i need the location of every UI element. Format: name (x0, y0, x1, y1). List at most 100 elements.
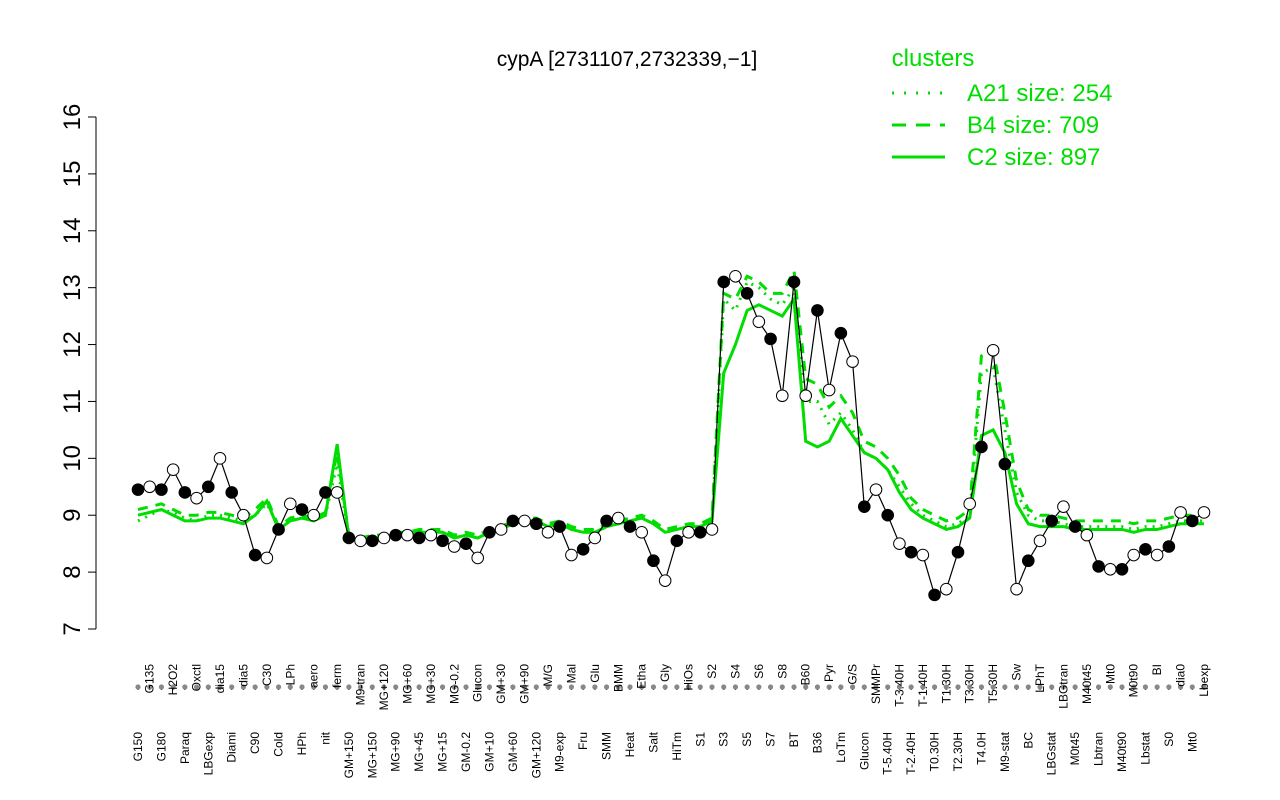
x-tick-label: Diami (225, 732, 239, 763)
x-rug-point (885, 684, 891, 690)
series-line-dotted (137, 279, 1204, 543)
x-tick-label: S1 (693, 732, 707, 747)
x-tick-label: LBGstat (1045, 731, 1059, 775)
data-point (389, 528, 403, 542)
x-rug-point (381, 684, 387, 690)
data-point (623, 520, 637, 533)
x-tick-label: GM+60 (506, 732, 520, 772)
x-rug-point (990, 684, 996, 690)
x-tick-label: GM+150 (342, 732, 356, 779)
x-tick-label: C30 (260, 664, 274, 686)
data-point (260, 551, 274, 565)
x-rug-point (1177, 684, 1184, 690)
x-tick-label: Pyr (822, 664, 836, 682)
x-tick-label: Etha (635, 664, 649, 689)
data-point (377, 531, 391, 545)
x-tick-label: Sw (1010, 664, 1024, 681)
data-point (600, 514, 613, 528)
x-tick-label: M40t45 (1080, 664, 1094, 704)
x-rug-point (311, 684, 317, 690)
x-tick-label: G/S (846, 664, 860, 685)
x-rug-point (205, 684, 211, 690)
y-tick-label: 13 (59, 274, 86, 301)
x-rug-point (1107, 684, 1113, 690)
x-rug-point (1201, 684, 1207, 690)
x-rug-point (557, 684, 563, 690)
x-tick-label: aero (307, 664, 321, 688)
x-rug-point (615, 684, 621, 690)
data-point (213, 452, 227, 465)
x-rug-point (1095, 684, 1102, 690)
legend: clusters A21 size: 254 B4 size: 709 C2 s… (892, 45, 1113, 171)
x-rug-point (1131, 684, 1137, 690)
data-point (295, 503, 309, 516)
x-rug-point (779, 684, 785, 690)
x-tick-label: T3.30H (963, 664, 977, 703)
x-rug-point (404, 684, 411, 690)
data-point (541, 525, 555, 539)
x-tick-label: Mt0 (1103, 664, 1117, 684)
data-point (1010, 582, 1023, 596)
x-tick-label: GM+30 (494, 664, 508, 704)
data-point (869, 483, 883, 496)
x-rug-point (322, 684, 329, 690)
data-point (846, 355, 859, 368)
y-tick-label: 16 (59, 104, 86, 131)
x-rug-point (1154, 684, 1160, 690)
x-rug-point (158, 684, 165, 690)
x-tick-label: HiTm (670, 732, 684, 761)
x-rug-point (662, 684, 668, 690)
x-rug-point (568, 684, 575, 690)
x-tick-label: GM+120 (529, 732, 543, 779)
data-point (155, 483, 168, 496)
x-rug-point (217, 684, 223, 690)
x-tick-label: Oxctl (190, 664, 204, 691)
data-point (412, 531, 426, 545)
x-tick-label: ferm (330, 664, 344, 688)
x-rug-point (545, 684, 551, 690)
x-rug-point (955, 684, 961, 690)
data-point (565, 548, 578, 562)
x-tick-label: Mt0 (1185, 732, 1199, 752)
x-rug-point (264, 684, 270, 690)
x-tick-label: G150 (131, 732, 145, 762)
data-point (939, 582, 953, 596)
data-point (143, 480, 157, 494)
x-tick-label: M0t45 (1068, 732, 1082, 766)
x-rug-point (1013, 684, 1020, 690)
legend-item-c2: C2 size: 897 (967, 144, 1100, 171)
x-tick-label: Glucon (857, 732, 871, 770)
x-rug-point (393, 684, 399, 690)
data-point (799, 389, 813, 403)
data-point (237, 508, 250, 522)
data-point (131, 483, 145, 496)
data-point (647, 554, 660, 568)
x-tick-label: M0t90 (1127, 664, 1141, 698)
data-point (225, 486, 239, 499)
series-line-solid (137, 294, 1204, 543)
data-point (1045, 514, 1059, 528)
x-rug-point (135, 684, 141, 690)
x-tick-label: T5.30H (986, 664, 1000, 703)
x-tick-label: S2 (705, 664, 719, 679)
data-point (436, 534, 449, 548)
data-point (775, 389, 789, 403)
x-tick-label: dia0 (1174, 664, 1188, 687)
x-tick-label: LoTm (834, 732, 848, 763)
x-rug-point (1142, 684, 1149, 690)
x-tick-label: Fru (576, 732, 590, 750)
x-tick-label: Salt (646, 731, 660, 752)
x-rug-point (229, 684, 235, 690)
data-point (881, 508, 895, 522)
data-point (1115, 562, 1129, 576)
x-rug-point (275, 684, 282, 690)
x-tick-label: MG+90 (389, 732, 403, 772)
data-point (576, 543, 590, 556)
x-rug-point (463, 684, 469, 690)
x-tick-label: Lbexp (1197, 664, 1211, 697)
x-tick-label: dia15 (213, 664, 227, 694)
x-tick-label: Lbstat (1138, 731, 1152, 764)
x-rug-point (697, 684, 703, 690)
x-rug-point (1025, 684, 1031, 690)
x-tick-label: LBGtran (1056, 664, 1070, 709)
